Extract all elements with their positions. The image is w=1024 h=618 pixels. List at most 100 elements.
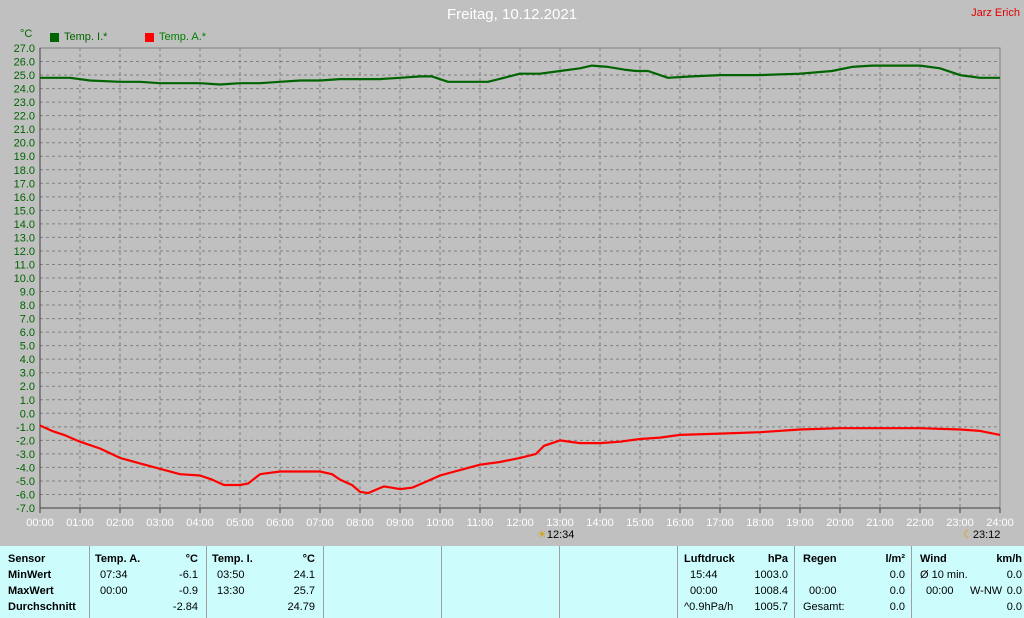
moon-marker: ☾23:12 bbox=[963, 528, 1000, 541]
y-tick-label: 26.0 bbox=[14, 57, 35, 69]
y-tick-label: 4.0 bbox=[20, 354, 35, 366]
rain-total-label: Gesamt: bbox=[803, 601, 845, 613]
y-tick-label: 20.0 bbox=[14, 138, 35, 150]
x-tick-label: 08:00 bbox=[346, 517, 374, 529]
temp-a-unit: °C bbox=[185, 553, 198, 565]
x-tick-label: 21:00 bbox=[866, 517, 894, 529]
rain-total-value: 0.0 bbox=[889, 601, 905, 613]
x-tick-label: 00:00 bbox=[26, 517, 54, 529]
x-tick-label: 20:00 bbox=[826, 517, 854, 529]
temp-a-header: Temp. A. bbox=[95, 553, 141, 565]
x-tick-label: 10:00 bbox=[426, 517, 454, 529]
legend-label-temp-i: Temp. I.* bbox=[64, 31, 108, 43]
stats-wind-column: Wind km/h Ø 10 min. 0.0 00:00 W-NW 0.0 0… bbox=[912, 546, 1024, 618]
y-tick-label: 0.0 bbox=[20, 408, 35, 420]
stats-panel: Sensor MinWert MaxWert Durchschnitt Temp… bbox=[0, 546, 1024, 618]
x-tick-label: 23:00 bbox=[946, 517, 974, 529]
pressure-min-value: 1003.0 bbox=[754, 569, 788, 581]
y-tick-label: 14.0 bbox=[14, 219, 35, 231]
y-tick-label: 13.0 bbox=[14, 232, 35, 244]
y-tick-label: 23.0 bbox=[14, 97, 35, 109]
y-tick-label: 7.0 bbox=[20, 314, 35, 326]
max-label: MaxWert bbox=[8, 585, 54, 597]
x-tick-label: 07:00 bbox=[306, 517, 334, 529]
x-tick-label: 02:00 bbox=[106, 517, 134, 529]
y-tick-label: -1.0 bbox=[16, 422, 35, 434]
legend-swatch-temp-i bbox=[50, 32, 59, 42]
y-tick-label: -6.0 bbox=[16, 489, 35, 501]
stats-temp-i-column: Temp. I. °C 03:50 24.1 13:30 25.7 24.79 bbox=[207, 546, 324, 618]
y-tick-label: -4.0 bbox=[16, 462, 35, 474]
pressure-max-time: 00:00 bbox=[690, 585, 718, 597]
legend-item-temp-i: Temp. I.* bbox=[50, 31, 107, 43]
stats-rain-column: Regen l/m² 0.0 00:00 0.0 Gesamt: 0.0 bbox=[795, 546, 912, 618]
y-tick-label: 11.0 bbox=[14, 259, 35, 271]
legend-item-temp-a: Temp. A.* bbox=[145, 31, 206, 43]
y-tick-label: 5.0 bbox=[20, 341, 35, 353]
pressure-unit: hPa bbox=[767, 553, 788, 565]
temp-a-min-value: -6.1 bbox=[179, 569, 198, 581]
stats-empty-column-1 bbox=[324, 546, 442, 618]
temp-i-avg-value: 24.79 bbox=[287, 601, 315, 613]
y-tick-label: 25.0 bbox=[14, 70, 35, 82]
y-tick-label: -3.0 bbox=[16, 449, 35, 461]
temp-a-max-value: -0.9 bbox=[179, 585, 198, 597]
x-tick-label: 19:00 bbox=[786, 517, 814, 529]
stats-pressure-column: Luftdruck hPa 15:44 1003.0 00:00 1008.4 … bbox=[678, 546, 795, 618]
temperature-chart: 27.0 26.025.0 24.023.0 22.021.0 20.019.0 18.0… bbox=[14, 43, 1014, 529]
temp-i-min-time: 03:50 bbox=[217, 569, 245, 581]
series-line-temp-a bbox=[39, 424, 1001, 495]
x-tick-label: 04:00 bbox=[186, 517, 214, 529]
y-tick-label: -2.0 bbox=[16, 435, 35, 447]
legend-label-temp-a: Temp. A.* bbox=[159, 31, 207, 43]
stats-empty-column-2 bbox=[442, 546, 560, 618]
x-tick-label: 15:00 bbox=[626, 517, 654, 529]
y-tick-label: 6.0 bbox=[20, 327, 35, 339]
rain-header: Regen bbox=[803, 553, 837, 565]
chart-title: Freitag, 10.12.2021 bbox=[446, 6, 578, 23]
sensor-header: Sensor bbox=[8, 553, 46, 565]
rain-max-time: 00:00 bbox=[809, 585, 837, 597]
y-tick-label: 12.0 bbox=[14, 246, 35, 258]
wind-avg-value: 0.0 bbox=[1006, 569, 1022, 581]
x-tick-label: 03:00 bbox=[146, 517, 174, 529]
stats-sensor-column: Sensor MinWert MaxWert Durchschnitt bbox=[0, 546, 90, 618]
temp-i-max-value: 25.7 bbox=[293, 585, 315, 597]
moon-icon: ☾ bbox=[963, 529, 973, 541]
x-tick-label: 16:00 bbox=[666, 517, 694, 529]
author-label: Jarz Erich bbox=[971, 7, 1020, 19]
rain-min-value: 0.0 bbox=[889, 569, 905, 581]
rain-max-value: 0.0 bbox=[889, 585, 905, 597]
y-tick-label: 27.0 bbox=[14, 43, 35, 55]
y-tick-label: 16.0 bbox=[14, 192, 35, 204]
y-tick-label: 17.0 bbox=[14, 178, 35, 190]
x-tick-label: 18:00 bbox=[746, 517, 774, 529]
x-tick-label: 12:00 bbox=[506, 517, 534, 529]
wind-avg-label: Ø 10 min. bbox=[920, 569, 968, 581]
y-tick-label: -7.0 bbox=[16, 503, 35, 515]
pressure-current: 1005.7 bbox=[754, 601, 788, 613]
temp-a-avg-value: -2.84 bbox=[172, 601, 198, 613]
x-tick-label: 17:00 bbox=[706, 517, 734, 529]
x-tick-label: 06:00 bbox=[266, 517, 294, 529]
stats-temp-a-column: Temp. A. °C 07:34 -6.1 00:00 -0.9 -2.84 bbox=[90, 546, 207, 618]
rain-unit: l/m² bbox=[885, 553, 905, 565]
y-tick-label: 10.0 bbox=[14, 273, 35, 285]
wind-max-value: 0.0 bbox=[1006, 585, 1022, 597]
legend-swatch-temp-a bbox=[145, 32, 154, 42]
x-tick-label: 11:00 bbox=[467, 517, 494, 529]
avg-label: Durchschnitt bbox=[8, 601, 76, 613]
min-label: MinWert bbox=[8, 569, 52, 581]
temp-i-min-value: 24.1 bbox=[293, 569, 315, 581]
wind-header: Wind bbox=[920, 553, 947, 565]
sun-icon: ☀ bbox=[537, 529, 547, 541]
y-tick-label: 2.0 bbox=[20, 381, 35, 393]
temp-i-header: Temp. I. bbox=[212, 553, 253, 565]
wind-unit: km/h bbox=[996, 553, 1022, 565]
temp-i-unit: °C bbox=[302, 553, 315, 565]
wind-last-value: 0.0 bbox=[1006, 601, 1022, 613]
y-tick-label: 22.0 bbox=[14, 111, 35, 123]
x-tick-label: 09:00 bbox=[386, 517, 414, 529]
x-tick-label: 05:00 bbox=[226, 517, 254, 529]
series-line-temp-i bbox=[40, 64, 1000, 86]
